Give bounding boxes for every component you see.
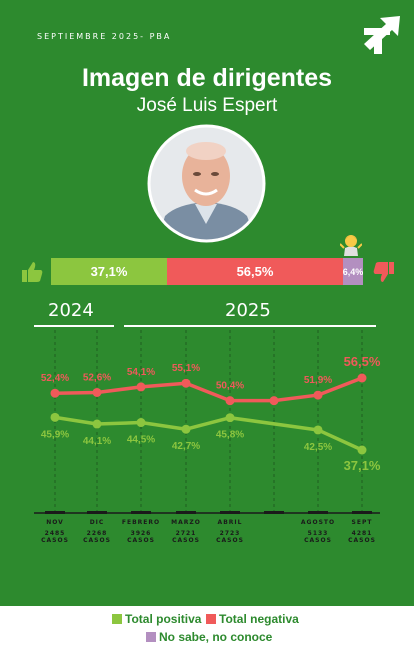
year-2025-rule [124,325,376,327]
month-name: SEPT [351,519,373,526]
legend-label-unknown: No sabe, no conoce [159,630,273,644]
case-count: 2268 [86,530,108,537]
data-point-s0-5 [269,396,279,406]
summary-positive-value: 37,1% [90,264,128,279]
data-label-s0-3: 55,1% [172,363,200,374]
page-title: Imagen de dirigentes [81,64,333,92]
year-2024-label: 2024 [48,300,94,321]
case-count: 2485 [44,530,66,537]
case-unit: CASOS [216,537,244,544]
month-name: ABRIL [217,519,243,526]
case-unit: CASOS [304,537,332,544]
green-background [0,0,414,606]
data-label-s0-4: 50,4% [216,381,244,392]
x-axis-tick-7 [352,511,372,514]
data-point-s1-7 [357,445,367,455]
data-point-s0-7 [357,373,367,383]
month-name: DIC [89,519,105,526]
data-point-s0-6 [313,390,323,400]
summary-unknown-value: 6,4% [342,266,364,277]
period-label: SEPTIEMBRE 2025- PBA [37,32,172,41]
x-tick-label-2: FEBRERO 3926 CASOS [111,519,171,544]
data-point-s0-1 [92,387,102,397]
x-axis-tick-4 [220,511,240,514]
shrug-icon [340,235,362,256]
year-2024-rule [34,325,114,327]
case-unit: CASOS [172,537,200,544]
legend-item-negative: Total negativa [206,612,299,626]
series-line-0 [54,376,363,403]
x-axis-tick-3 [176,511,196,514]
data-label-s0-2: 54,1% [127,367,155,378]
x-axis-tick-6 [308,511,328,514]
legend-swatch-negative [206,614,216,624]
trend-line-chart: 52,4% 52,6% 54,1% 55,1% 50,4% 51,9% 56,5% 45,9%… [34,330,381,514]
legend-label-negative: Total negativa [219,612,299,626]
data-label-s0-6: 51,9% [304,375,332,386]
data-label-s1-1: 44,1% [83,436,111,447]
data-label-s1-0: 45,9% [41,429,69,440]
data-label-s1-6: 42,5% [304,442,332,453]
legend-swatch-unknown [146,632,156,642]
legend-swatch-positive [112,614,122,624]
thumbs-up-icon [22,262,43,282]
data-label-s1-4: 45,8% [216,430,244,441]
case-unit: CASOS [348,537,376,544]
legend-item-unknown: No sabe, no conoce [146,630,272,644]
data-label-s1-7: 37,1% [344,458,381,473]
data-point-s0-2 [136,382,146,392]
data-point-s0-3 [181,378,191,388]
summary-bar-negative: 56,5% [167,258,343,285]
brand-logo-icon [364,16,400,54]
case-count: 4281 [351,530,373,537]
month-name: MARZO [171,519,201,526]
case-count: 2723 [219,530,241,537]
x-tick-label-1: DIC 2268 CASOS [67,519,127,544]
avatar [147,124,266,243]
x-tick-label-6: AGOSTO 5133 CASOS [288,519,348,544]
data-point-s0-4 [225,396,235,406]
case-count: 3926 [130,530,152,537]
month-name: AGOSTO [300,519,336,526]
month-name: FEBRERO [121,519,161,526]
x-tick-label-7: SEPT 4281 CASOS [332,519,392,544]
thumbs-down-icon [373,262,394,282]
x-tick-label-4: ABRIL 2723 CASOS [200,519,260,544]
case-count: 5133 [307,530,329,537]
case-unit: CASOS [41,537,69,544]
x-tick-label-3: MARZO 2721 CASOS [156,519,216,544]
data-point-s0-0 [50,388,60,398]
data-label-s0-1: 52,6% [83,372,111,383]
data-point-s1-1 [92,419,102,429]
data-label-s0-0: 52,4% [41,373,69,384]
case-unit: CASOS [83,537,111,544]
legend-label-positive: Total positiva [125,612,202,626]
x-axis-tick-5 [264,511,284,514]
month-name: NOV [46,519,64,526]
year-2025-label: 2025 [225,300,271,321]
data-label-s1-2: 44,5% [127,435,155,446]
x-axis-tick-1 [87,511,107,514]
data-point-s1-4 [225,413,235,423]
data-label-s1-3: 42,7% [172,441,200,452]
legend-item-positive: Total positiva [112,612,201,626]
data-point-s1-0 [50,412,60,422]
data-point-s1-6 [313,425,323,435]
x-tick-label-0: NOV 2485 CASOS [25,519,85,544]
case-count: 2721 [175,530,197,537]
summary-bar-unknown: 6,4% [343,258,363,285]
page-subtitle: José Luis Espert [136,95,278,116]
summary-negative-value: 56,5% [236,264,274,279]
summary-bar-positive: 37,1% [51,258,167,285]
data-point-s1-3 [181,424,191,434]
data-label-s0-7: 56,5% [344,354,381,369]
case-unit: CASOS [127,537,155,544]
data-point-s1-2 [136,418,146,428]
x-axis-tick-2 [131,511,151,514]
x-axis-tick-0 [45,511,65,514]
